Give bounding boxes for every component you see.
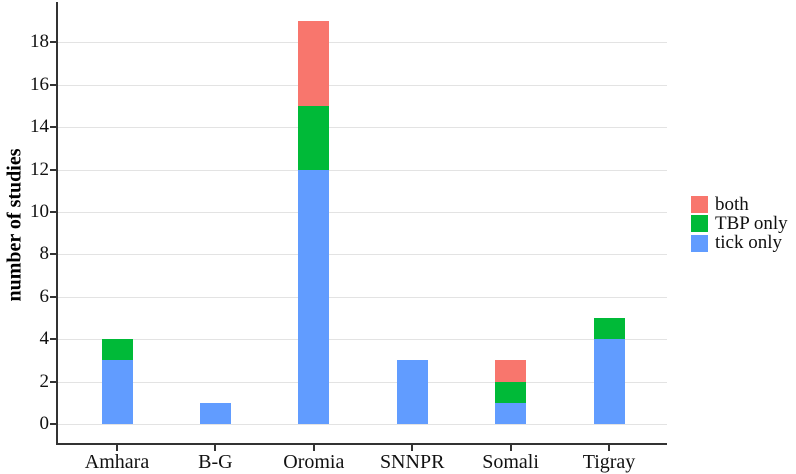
y-tick-mark [50, 41, 57, 44]
y-tick-mark [50, 211, 57, 213]
legend: both TBP only tick only [691, 193, 788, 254]
y-tick-mark [50, 295, 57, 298]
gridline [57, 85, 667, 86]
bar-segment-tick-only [495, 402, 527, 424]
y-tick-mark [50, 253, 57, 256]
y-tick-label: 8 [39, 243, 50, 265]
legend-label: tick only [715, 232, 783, 254]
gridline [57, 170, 667, 171]
bar-segment-TBP-only [495, 381, 527, 403]
x-tick-mark [411, 445, 414, 451]
y-tick-mark [50, 423, 57, 425]
legend-row: both [691, 193, 788, 215]
x-axis-line [56, 443, 667, 445]
gridline [57, 212, 667, 213]
y-tick-label: 12 [30, 158, 49, 180]
x-tick-mark [509, 445, 512, 451]
x-tick-mark [116, 445, 118, 451]
gridline [57, 254, 667, 255]
y-tick-label: 10 [30, 201, 49, 222]
legend-key-both [691, 196, 708, 214]
bar-segment-tick-only [199, 402, 231, 424]
x-tick-label: Amhara [84, 451, 150, 473]
bar-segment-both [298, 21, 330, 106]
x-tick-label: B-G [198, 451, 233, 473]
x-tick-mark [214, 445, 217, 451]
y-tick-label: 14 [30, 116, 49, 138]
legend-key-tick-only [691, 234, 708, 252]
bar-segment-tick-only [396, 360, 428, 424]
gridline [57, 297, 667, 298]
y-tick-mark [50, 168, 57, 171]
gridline [57, 42, 667, 43]
legend-row: TBP only [691, 212, 788, 234]
y-tick-mark [50, 380, 57, 383]
y-tick-label: 4 [39, 328, 50, 350]
x-tick-label: Oromia [283, 451, 345, 473]
x-tick-mark [312, 445, 315, 451]
gridline [57, 127, 667, 128]
bar-segment-tick-only [298, 169, 330, 424]
bar-segment-TBP-only [298, 106, 330, 170]
x-tick-label: Somali [482, 451, 539, 473]
gridline [57, 382, 667, 383]
y-tick-mark [50, 83, 57, 86]
gridline [57, 424, 667, 425]
bar-segment-TBP-only [593, 318, 625, 340]
legend-label: TBP only [715, 212, 788, 234]
legend-label: both [715, 193, 749, 215]
y-tick-label: 6 [39, 285, 50, 307]
y-tick-label: 18 [30, 31, 49, 53]
bar-segment-tick-only [101, 360, 133, 424]
y-axis-line [56, 2, 58, 444]
x-tick-label: Tigray [582, 451, 636, 473]
bar-segment-tick-only [593, 339, 625, 424]
legend-row: tick only [691, 232, 788, 254]
y-tick-mark [50, 338, 57, 341]
y-tick-label: 16 [30, 73, 49, 95]
legend-key-TBP-only [691, 215, 708, 233]
y-tick-label: 0 [39, 413, 50, 434]
x-tick-mark [608, 445, 610, 451]
bar-segment-TBP-only [101, 339, 133, 361]
y-tick-mark [50, 126, 57, 129]
y-tick-label: 2 [39, 370, 50, 392]
x-tick-label: SNNPR [379, 451, 445, 473]
gridline [57, 339, 667, 340]
bar-segment-both [495, 360, 527, 382]
